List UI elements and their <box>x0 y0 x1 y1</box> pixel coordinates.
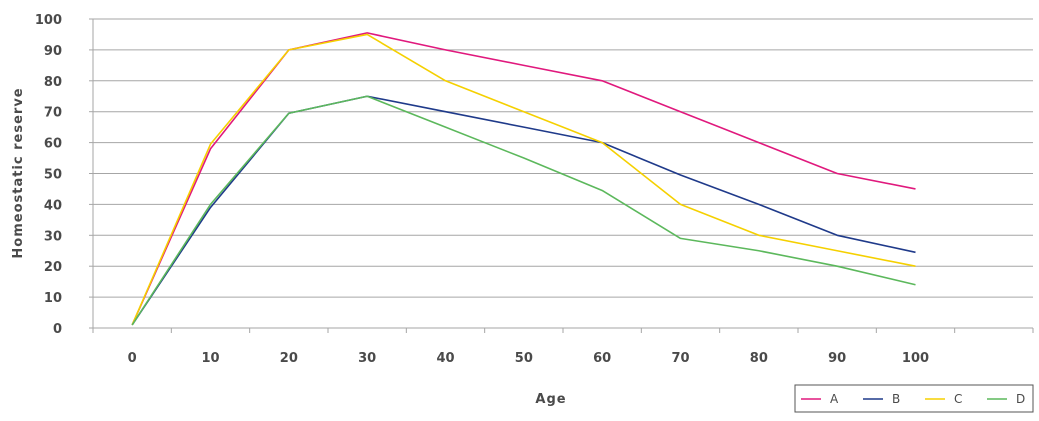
grid-lines <box>93 18 1033 298</box>
x-tick-label: 40 <box>436 351 454 366</box>
x-tick-label: 50 <box>515 351 533 366</box>
y-tick-label: 0 <box>53 322 62 337</box>
legend-label-b: B <box>892 392 900 406</box>
x-tick-label: 30 <box>358 351 376 366</box>
y-axis-title: Homeostatic reserve <box>11 87 26 258</box>
x-tick-label: 70 <box>671 351 689 366</box>
legend: A B C D <box>794 384 1034 413</box>
legend-label-a: A <box>830 392 839 406</box>
y-tick-label: 20 <box>44 260 62 275</box>
x-tick-label: 100 <box>902 351 929 366</box>
series-line-a <box>131 32 916 326</box>
legend-label-d: D <box>1016 392 1025 406</box>
x-tick-label: 80 <box>750 351 768 366</box>
y-tick-label: 60 <box>44 137 62 152</box>
x-tick-label: 90 <box>828 351 846 366</box>
x-tick-label: 60 <box>593 351 611 366</box>
y-tick-label: 70 <box>44 106 62 121</box>
y-tick-label: 80 <box>44 75 62 90</box>
x-tick-label: 20 <box>280 351 298 366</box>
x-tick-labels: 0 10 20 30 40 50 60 70 80 90 100 <box>128 351 929 366</box>
y-tick-label: 100 <box>35 13 62 28</box>
x-tick-label: 10 <box>201 351 219 366</box>
x-axis-title: Age <box>535 392 566 407</box>
y-tick-label: 50 <box>44 168 62 183</box>
legend-label-c: C <box>954 392 962 406</box>
y-tick-label: 10 <box>44 291 62 306</box>
series-lines <box>131 32 916 326</box>
y-tick-label: 90 <box>44 44 62 59</box>
series-line-c <box>131 33 916 326</box>
series-line-d <box>131 95 916 326</box>
y-tick-label: 30 <box>44 229 62 244</box>
axes <box>89 18 1034 333</box>
y-tick-label: 40 <box>44 198 62 213</box>
series-line-b <box>131 95 916 326</box>
y-tick-labels: 0 10 20 30 40 50 60 70 80 90 100 <box>35 13 62 337</box>
x-tick-label: 0 <box>128 351 137 366</box>
